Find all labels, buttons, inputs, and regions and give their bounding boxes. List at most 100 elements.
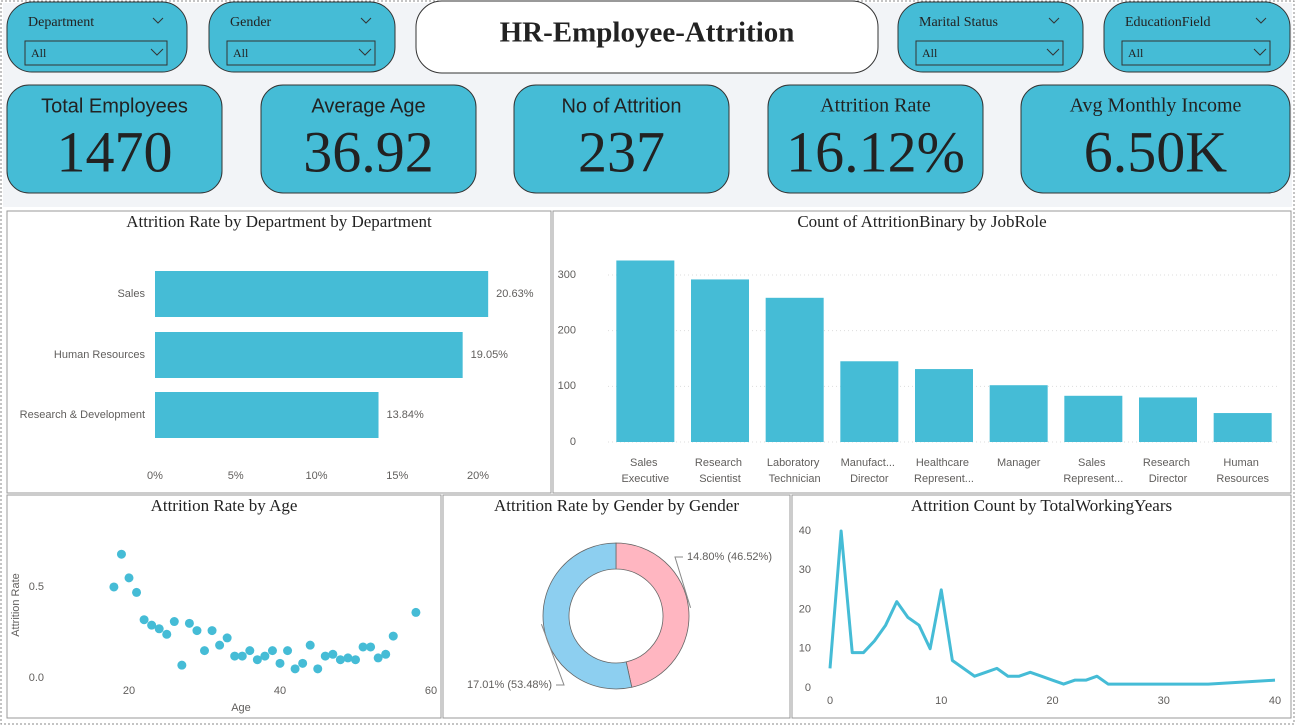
bar xyxy=(765,297,824,442)
x-tick-label: Manufact... Director xyxy=(841,457,898,485)
point xyxy=(207,626,217,636)
x-tick-label: 30 xyxy=(1158,695,1170,707)
filter-slicer[interactable]: Marital Status All xyxy=(897,1,1084,73)
dropdown[interactable] xyxy=(915,40,1064,66)
y-tick-label: 300 xyxy=(558,269,576,281)
x-tick-label: Sales Executive xyxy=(621,457,669,485)
y-tick-label: Human Resources xyxy=(54,349,146,361)
y-tick-label: 0.5 xyxy=(29,581,44,593)
bar xyxy=(915,369,973,442)
bar xyxy=(1213,413,1272,442)
kpi-card xyxy=(767,84,984,194)
point xyxy=(184,618,194,628)
point xyxy=(169,617,179,627)
bar xyxy=(155,332,463,378)
x-tick-label: 40 xyxy=(274,685,286,697)
point xyxy=(237,651,247,661)
x-tick-label: Laboratory Technician xyxy=(767,457,823,485)
point xyxy=(388,631,398,641)
dropdown-chevron xyxy=(1046,48,1060,56)
filter-slicer[interactable]: Department All xyxy=(6,1,188,73)
kpi-card xyxy=(260,84,477,194)
chart-panel xyxy=(6,494,442,719)
point xyxy=(109,582,119,592)
x-tick-label: Manager xyxy=(997,457,1041,469)
chart-panel xyxy=(552,210,1292,494)
slicer-label: Marital Status xyxy=(919,15,998,30)
point xyxy=(381,649,391,659)
x-tick-label: Sales Represent... xyxy=(1063,457,1123,485)
dropdown-value: All xyxy=(31,46,47,60)
x-tick-label: 20% xyxy=(467,470,489,482)
x-tick-label: Human Resources xyxy=(1216,457,1269,485)
chart-title: Count of AttritionBinary by JobRole xyxy=(797,212,1046,231)
kpi-label: Attrition Rate xyxy=(820,95,931,117)
dropdown[interactable] xyxy=(226,40,376,66)
y-tick-label: 0 xyxy=(570,436,576,448)
slicer-label: Department xyxy=(28,15,94,30)
point xyxy=(252,655,262,665)
x-tick-label: 40 xyxy=(1269,695,1281,707)
kpi-label: Average Age xyxy=(311,95,425,117)
x-tick-label: 60 xyxy=(425,685,437,697)
y-tick-label: 40 xyxy=(799,525,811,537)
slicer-label: EducationField xyxy=(1125,15,1211,30)
point xyxy=(230,651,240,661)
chart-title: Attrition Rate by Age xyxy=(151,496,298,515)
y-tick-label: Sales xyxy=(117,288,145,300)
kpi-card xyxy=(513,84,730,194)
data-label: 19.05% xyxy=(471,349,509,361)
chart-title: Attrition Rate by Department by Departme… xyxy=(126,212,432,231)
slicer-chevron xyxy=(1048,17,1060,24)
point xyxy=(162,629,172,639)
kpi-value: 1470 xyxy=(57,119,173,184)
dropdown[interactable] xyxy=(24,40,168,66)
y-tick-label: 100 xyxy=(558,380,576,392)
filter-slicer[interactable]: Gender All xyxy=(208,1,396,73)
donut-slice xyxy=(542,542,633,690)
point xyxy=(328,649,338,659)
kpi-value: 16.12% xyxy=(786,119,965,184)
slicer-chevron xyxy=(360,17,372,24)
y-tick-label: 0.0 xyxy=(29,672,44,684)
dropdown-chevron xyxy=(358,48,372,56)
x-tick-label: 10% xyxy=(305,470,327,482)
bar xyxy=(616,260,675,442)
point xyxy=(124,573,134,583)
dropdown-value: All xyxy=(233,46,249,60)
x-tick-label: 0 xyxy=(827,695,833,707)
x-tick-label: Research Director xyxy=(1143,457,1193,485)
dropdown[interactable] xyxy=(1121,40,1271,66)
point xyxy=(358,642,368,652)
point xyxy=(200,646,209,656)
kpi-value: 6.50K xyxy=(1084,119,1228,184)
slicer-chevron xyxy=(1255,17,1267,24)
point xyxy=(366,642,376,652)
x-tick-label: 10 xyxy=(935,695,947,707)
point xyxy=(335,655,345,665)
slicer-box xyxy=(897,1,1084,73)
dropdown-value: All xyxy=(922,46,938,60)
filter-slicer[interactable]: EducationField All xyxy=(1103,1,1291,73)
point xyxy=(305,640,315,650)
slicer-chevron xyxy=(152,17,164,24)
x-tick-label: 0% xyxy=(147,470,163,482)
x-tick-label: 20 xyxy=(1046,695,1058,707)
bar xyxy=(155,271,489,317)
kpi-value: 237 xyxy=(578,119,665,184)
line xyxy=(828,529,1276,686)
point xyxy=(132,587,142,597)
bar xyxy=(691,279,749,442)
x-tick-label: 15% xyxy=(386,470,408,482)
slicer-box xyxy=(208,1,396,73)
point xyxy=(245,646,255,656)
point xyxy=(411,607,421,617)
x-tick-label: 5% xyxy=(228,470,244,482)
kpi-label: Total Employees xyxy=(41,95,188,117)
bar xyxy=(1139,397,1197,442)
kpi-card xyxy=(1020,84,1291,194)
leader-line xyxy=(540,623,565,686)
dropdown-chevron xyxy=(150,48,164,56)
y-axis-label: Attrition Rate xyxy=(10,573,22,637)
slicer-box xyxy=(6,1,188,73)
